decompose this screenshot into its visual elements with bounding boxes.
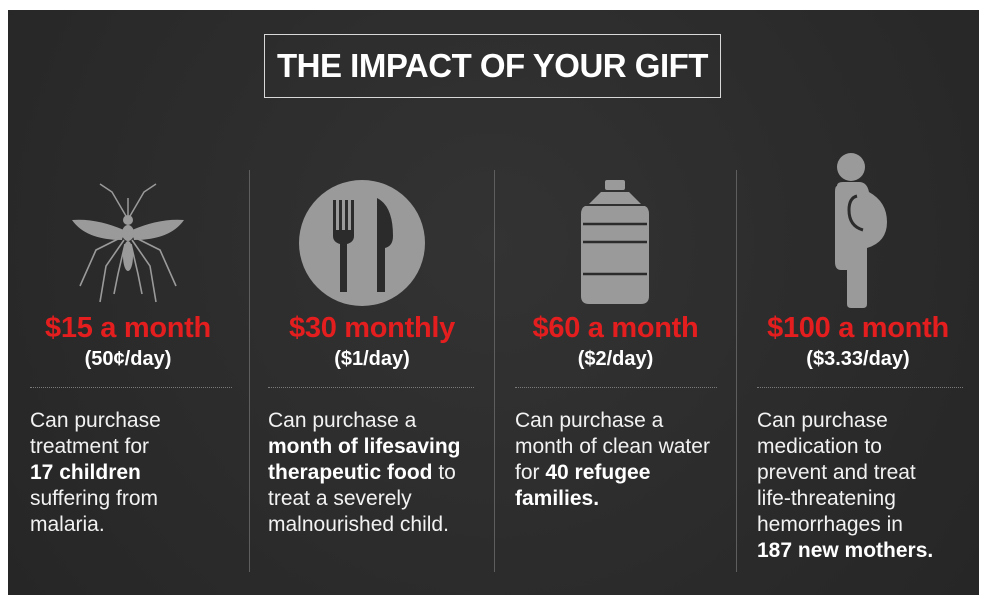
description-line: treatment for: [30, 435, 150, 458]
description-text: for: [515, 461, 546, 484]
dotted-separator: [30, 387, 232, 388]
description-line: treat a severely: [268, 487, 412, 510]
tier-description: Can purchase treatment for 17 children s…: [30, 408, 161, 538]
infographic-board: THE IMPACT OF YOUR GIFT: [8, 10, 979, 595]
column-divider: [249, 170, 250, 572]
column-divider: [736, 170, 737, 572]
tier-description: Can purchase a month of lifesaving thera…: [268, 408, 461, 538]
description-line: suffering from: [30, 487, 158, 510]
dotted-separator: [268, 387, 474, 388]
tier-column-15: $15 a month (50¢/day) Can purchase treat…: [8, 10, 248, 595]
dotted-separator: [515, 387, 717, 388]
description-line: malaria.: [30, 513, 105, 536]
mosquito-icon: [72, 183, 184, 303]
per-day-label: ($3.33/day): [806, 348, 910, 370]
description-line: life-threatening: [757, 487, 896, 510]
description-line: Can purchase: [757, 409, 888, 432]
water-jug-icon: [581, 180, 649, 304]
tier-column-30: $30 monthly ($1/day) Can purchase a mont…: [250, 10, 494, 595]
description-line: Can purchase: [30, 409, 161, 432]
description-highlight: 187 new mothers.: [757, 539, 934, 562]
pregnant-woman-icon: [835, 153, 887, 308]
description-line: hemorrhages in: [757, 513, 903, 536]
title-box: THE IMPACT OF YOUR GIFT: [264, 34, 721, 98]
per-day-label: (50¢/day): [84, 348, 172, 370]
price-label: $15 a month: [45, 312, 211, 344]
description-highlight: month of lifesaving: [268, 435, 461, 458]
description-highlight: therapeutic food: [268, 461, 433, 484]
description-line: Can purchase a: [268, 409, 417, 432]
fork-knife-icon: [299, 180, 425, 306]
description-text: to: [432, 461, 456, 484]
description-line: malnourished child.: [268, 513, 449, 536]
price-label: $30 monthly: [289, 312, 455, 344]
tier-column-100: $100 a month ($3.33/day) Can purchase me…: [737, 10, 979, 595]
description-highlight: 17 children: [30, 461, 141, 484]
per-day-label: ($2/day): [577, 348, 654, 370]
tier-description: Can purchase a month of clean water for …: [515, 408, 710, 512]
tier-column-60: $60 a month ($2/day) Can purchase a mont…: [495, 10, 736, 595]
price-label: $100 a month: [767, 312, 949, 344]
description-line: prevent and treat: [757, 461, 916, 484]
description-line: medication to: [757, 435, 882, 458]
per-day-label: ($1/day): [334, 348, 410, 370]
description-line: month of clean water: [515, 435, 710, 458]
dotted-separator: [757, 387, 963, 388]
price-label: $60 a month: [532, 312, 699, 344]
description-highlight: 40 refugee: [545, 461, 651, 484]
description-line: Can purchase a: [515, 409, 664, 432]
page-title: THE IMPACT OF YOUR GIFT: [277, 47, 708, 84]
column-divider: [494, 170, 495, 572]
tier-description: Can purchase medication to prevent and t…: [757, 408, 933, 564]
description-highlight: families.: [515, 487, 600, 510]
